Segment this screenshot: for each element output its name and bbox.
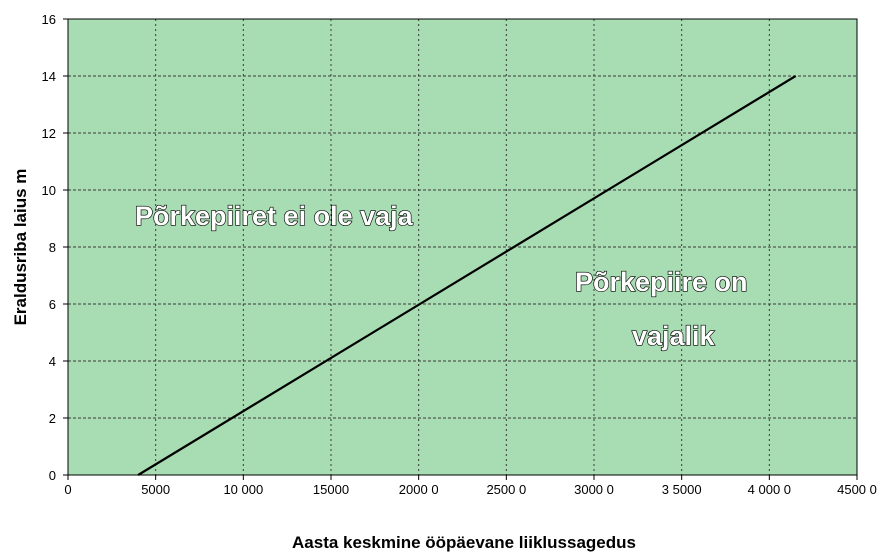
y-tick-label: 12	[42, 126, 56, 141]
x-tick-label: 2000 0	[399, 482, 439, 497]
x-tick-label: 3 5000	[662, 482, 702, 497]
x-tick-label: 0	[64, 482, 71, 497]
x-tick-label: 4500 0	[837, 482, 877, 497]
y-tick-label: 8	[49, 240, 56, 255]
y-tick-label: 16	[42, 12, 56, 27]
y-tick-label: 10	[42, 183, 56, 198]
x-axis-ticks: 0 5000 10 000 15000 2000 0 2500 0 3000 0 3 5000…	[64, 475, 877, 497]
y-axis-ticks: 0 2 4 6 8 10 12 14 16	[42, 12, 68, 483]
region-label-not-needed: Põrkepiiret ei ole vaja	[135, 201, 414, 231]
gridlines	[68, 19, 857, 475]
x-tick-label: 4 000 0	[748, 482, 791, 497]
x-tick-label: 15000	[313, 482, 349, 497]
threshold-line	[137, 75, 797, 476]
region-label-needed-line2: vajalik	[632, 321, 716, 351]
y-axis-label: Eraldusriba laius m	[11, 169, 30, 326]
x-axis-label: Aasta keskmine ööpäevane liiklussagedus	[292, 533, 636, 552]
x-tick-label: 5000	[141, 482, 170, 497]
y-tick-label: 4	[49, 354, 56, 369]
x-tick-label: 3000 0	[574, 482, 614, 497]
series-group	[137, 75, 797, 476]
y-tick-label: 14	[42, 69, 56, 84]
y-tick-label: 6	[49, 297, 56, 312]
x-tick-label: 2500 0	[486, 482, 526, 497]
x-tick-label: 10 000	[223, 482, 263, 497]
y-tick-label: 0	[49, 468, 56, 483]
region-label-needed-line1: Põrkepiire on	[575, 267, 748, 297]
y-tick-label: 2	[49, 411, 56, 426]
